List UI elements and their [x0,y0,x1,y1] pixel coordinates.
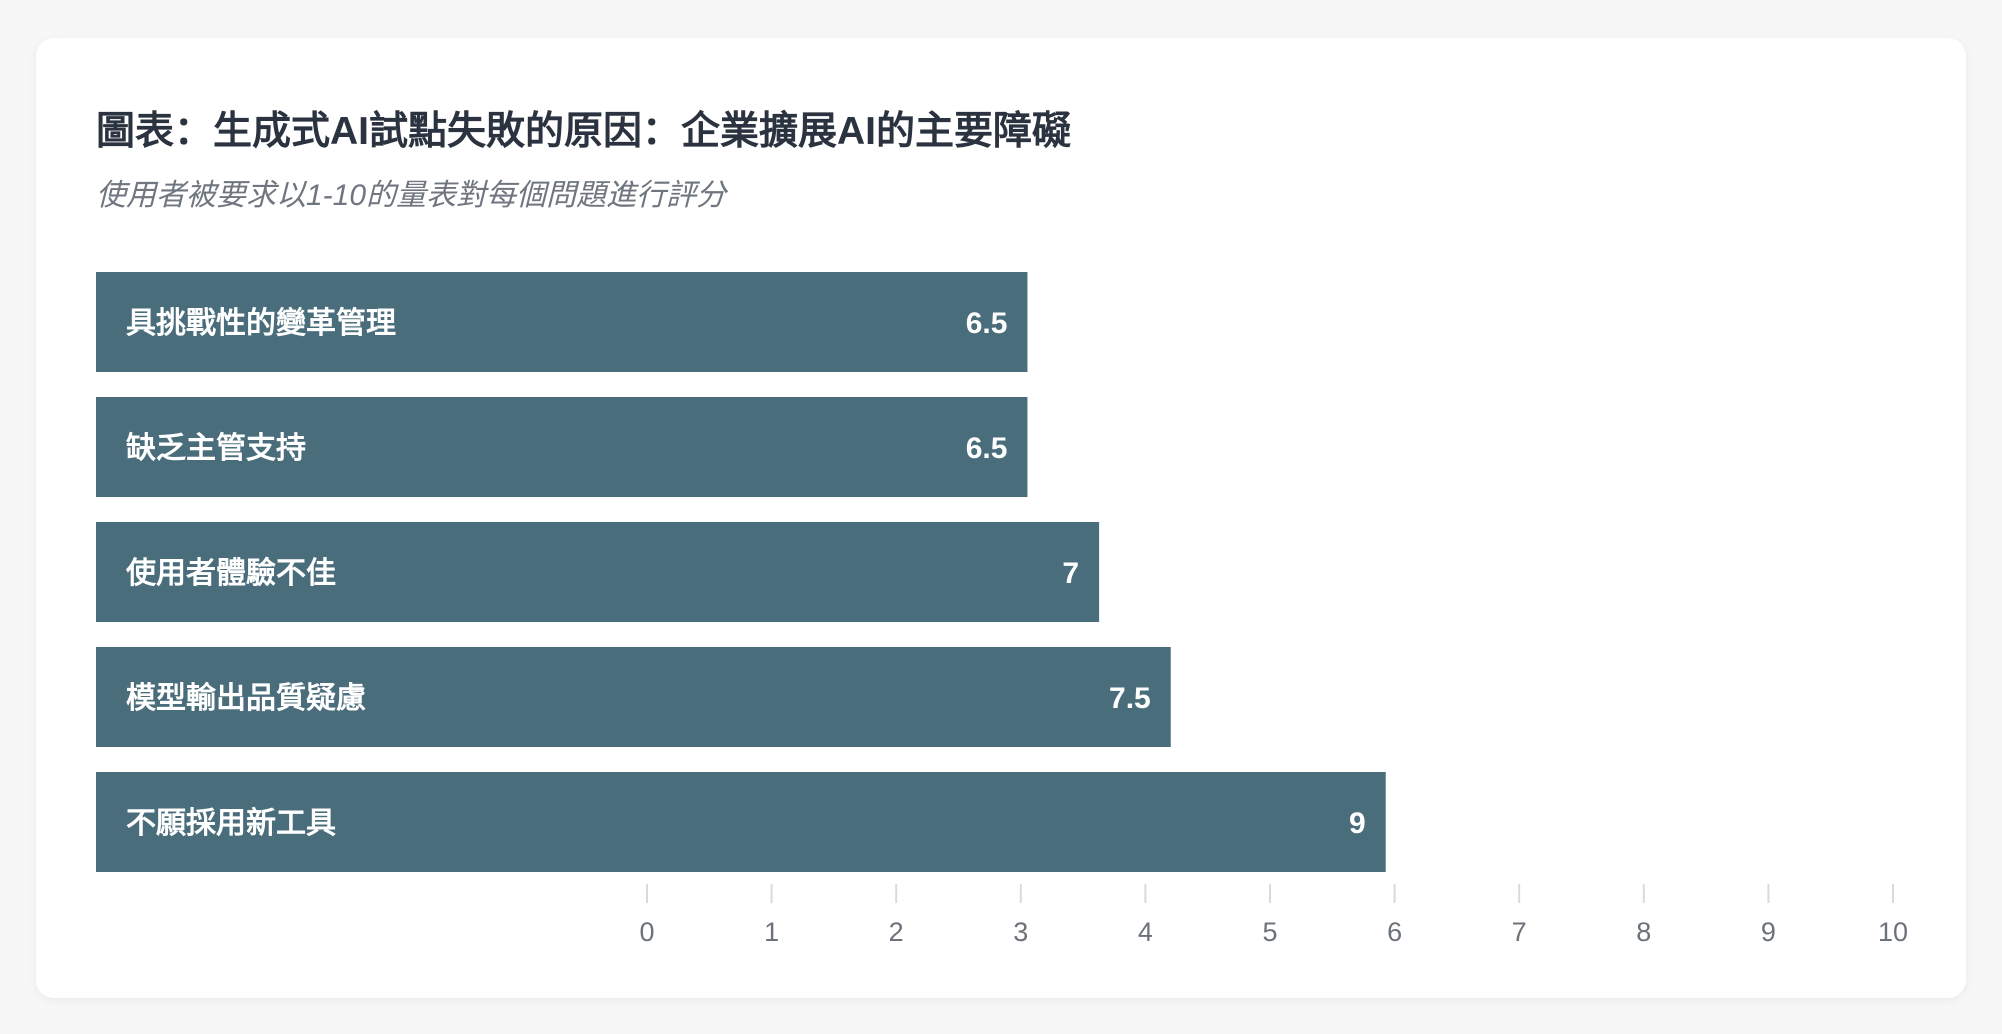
x-tick-label: 6 [1387,917,1402,947]
bar-group: 缺乏主管支持 6.5 [96,397,1028,497]
x-tick-label: 7 [1512,917,1527,947]
bar-category-label: 不願採用新工具 [126,806,336,841]
x-axis: 0 1 2 3 4 5 6 7 8 9 10 [639,884,1908,947]
bar-category-label: 模型輸出品質疑慮 [126,681,366,716]
bar-value-label: 7 [1062,557,1079,590]
x-tick-label: 8 [1636,917,1651,947]
bar-group: 不願採用新工具 9 [96,772,1386,872]
bar[interactable] [96,522,1100,622]
bar-category-label: 具挑戰性的變革管理 [126,306,396,341]
bar-value-label: 7.5 [1109,682,1151,715]
chart-title: 圖表：生成式AI試點失敗的原因：企業擴展AI的主要障礙 [96,110,1072,153]
bar-category-label: 使用者體驗不佳 [125,556,336,591]
bar-group: 模型輸出品質疑慮 7.5 [96,647,1171,747]
bar[interactable] [96,772,1386,872]
x-tick-label: 3 [1013,917,1028,947]
bar-group: 具挑戰性的變革管理 6.5 [96,272,1028,372]
x-tick-label: 1 [764,917,779,947]
bar-group: 使用者體驗不佳 7 [96,522,1100,622]
bar[interactable] [96,272,1028,372]
bar[interactable] [96,397,1028,497]
x-tick-label: 4 [1138,917,1153,947]
bar-value-label: 9 [1349,807,1366,840]
x-tick-label: 10 [1878,917,1908,947]
x-tick-label: 5 [1262,917,1277,947]
bar[interactable] [96,647,1171,747]
x-tick-label: 0 [639,917,654,947]
bars-group: 具挑戰性的變革管理 6.5 缺乏主管支持 6.5 使用者體驗不佳 7 模型輸出品質疑慮 7.5… [96,272,1386,872]
bar-value-label: 6.5 [966,432,1008,465]
x-tick-label: 9 [1761,917,1776,947]
chart-subtitle: 使用者被要求以1-10的量表對每個問題進行評分 [96,179,727,212]
bar-category-label: 缺乏主管支持 [126,431,306,466]
bar-value-label: 6.5 [966,307,1008,340]
x-tick-label: 2 [889,917,904,947]
